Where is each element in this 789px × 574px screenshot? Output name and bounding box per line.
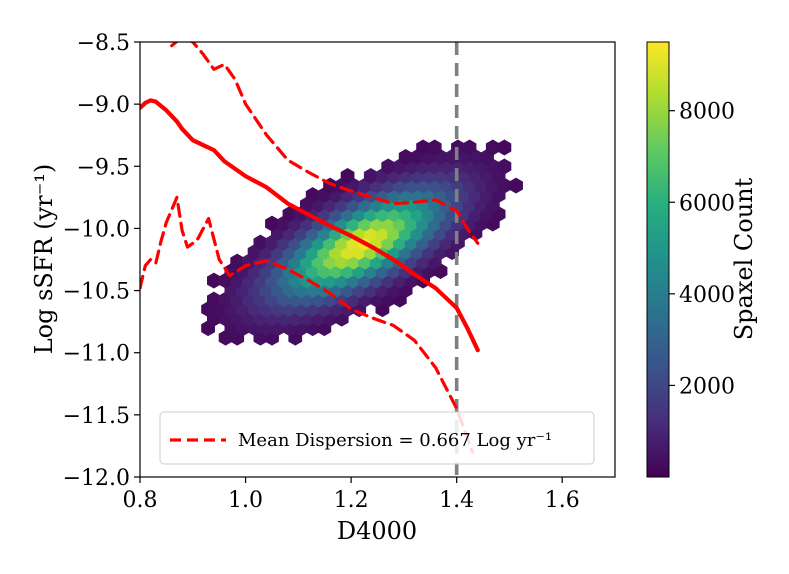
upper-dispersion-line: [170, 42, 480, 245]
y-tick-label: −9.5: [77, 155, 130, 180]
colorbar: 2000 4000 6000 8000 Spaxel Count: [646, 41, 758, 478]
colorbar-tick-label: 4000: [679, 283, 735, 308]
hexbin-cell: [509, 177, 523, 194]
hexbin-cell: [497, 139, 512, 156]
y-tick-label: −12.0: [63, 466, 130, 491]
hexbin-cell: [497, 158, 512, 175]
curves: [140, 42, 480, 477]
legend-box: [159, 411, 595, 465]
hexbin-cell: [340, 168, 355, 184]
hexbin-cell: [462, 139, 477, 156]
y-tick-label: −8.5: [77, 31, 130, 56]
x-axis-label: D4000: [337, 517, 417, 545]
legend-entry-label: Mean Dispersion = 0.667 Log yr⁻¹: [238, 430, 552, 451]
y-tick-label: −11.5: [63, 404, 130, 429]
x-tick-label: 0.8: [123, 488, 158, 513]
colorbar-tick-label: 2000: [679, 374, 735, 399]
y-axis-label: Log sSFR (yr⁻¹): [30, 164, 58, 355]
hexbin-cell: [427, 139, 442, 156]
x-axis: 0.8 1.0 1.2 1.4 1.6: [123, 477, 580, 513]
mean-line: [140, 98, 480, 353]
y-tick-label: −10.0: [63, 217, 130, 242]
x-tick-label: 1.0: [228, 488, 263, 513]
legend: Mean Dispersion = 0.667 Log yr⁻¹: [159, 411, 595, 465]
hexbin-cell: [207, 272, 221, 289]
colorbar-gradient: [646, 41, 670, 478]
y-tick-label: −9.0: [77, 93, 130, 118]
plot-frame: [139, 41, 616, 478]
colorbar-label: Spaxel Count: [730, 177, 758, 340]
y-axis: −12.0 −11.5 −11.0 −10.5 −10.0 −9.5 −9.0 −8.5: [63, 31, 140, 491]
x-tick-label: 1.4: [439, 488, 474, 513]
x-tick-label: 1.6: [545, 488, 580, 513]
x-tick-label: 1.2: [334, 488, 369, 513]
colorbar-tick-label: 8000: [679, 100, 735, 125]
y-tick-label: −10.5: [63, 280, 130, 305]
lower-dispersion-line: [140, 195, 475, 454]
colorbar-tick-label: 6000: [679, 191, 735, 216]
y-tick-label: −11.0: [63, 342, 130, 367]
hexbin-density: [201, 139, 523, 346]
colorbar-ticks: 2000 4000 6000 8000: [669, 100, 735, 399]
